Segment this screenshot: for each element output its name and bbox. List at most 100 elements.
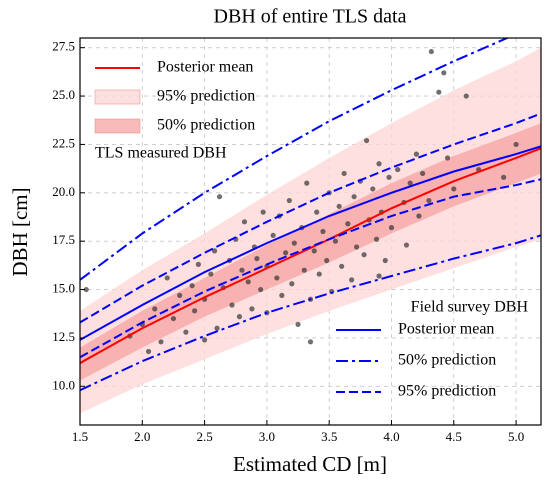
x-tick-label: 5.0 (508, 429, 524, 444)
scatter-point (314, 209, 320, 215)
scatter-point (295, 321, 301, 327)
scatter-point (363, 137, 370, 144)
y-tick-label: 15.0 (52, 281, 75, 296)
scatter-point (274, 275, 280, 281)
scatter-point (451, 186, 457, 192)
scatter-point (289, 281, 295, 287)
scatter-point (254, 255, 260, 262)
scatter-point (304, 180, 310, 186)
scatter-point (376, 161, 382, 167)
scatter-point (245, 279, 251, 285)
scatter-point (286, 197, 292, 204)
scatter-point (260, 209, 266, 215)
scatter-point (183, 329, 189, 335)
scatter-point (382, 257, 388, 264)
scatter-point (373, 236, 380, 242)
scatter-point (413, 151, 420, 157)
x-tick-label: 3.5 (321, 429, 337, 444)
chart-title: DBH of entire TLS data (214, 6, 407, 28)
scatter-point (192, 308, 198, 314)
scatter-point (214, 325, 220, 331)
scatter-point (195, 261, 201, 267)
x-tick-label: 3.0 (259, 429, 275, 444)
scatter-point (336, 203, 342, 209)
legend-title: Field survey DBH (411, 299, 529, 316)
x-axis-label: Estimated CD [m] (233, 452, 387, 476)
scatter-point (208, 271, 214, 277)
scatter-point (388, 225, 395, 231)
legend: Posterior mean 95% prediction 50% predicti… (94, 59, 529, 400)
scatter-point (441, 70, 447, 76)
scatter-point (426, 197, 432, 204)
scatter-point (420, 170, 426, 177)
scatter-point (189, 283, 195, 289)
scatter-point (83, 286, 89, 293)
x-tick-label: 4.5 (446, 429, 462, 444)
series-line (80, 38, 510, 281)
legend-label: 95% prediction (398, 383, 496, 400)
scatter-point (395, 166, 401, 173)
plot-area (80, 38, 541, 414)
x-tick-label: 4.0 (383, 429, 399, 444)
scatter-point (407, 180, 413, 186)
scatter-point (428, 48, 434, 55)
scatter-point (279, 292, 285, 298)
scatter-point (177, 292, 183, 298)
scatter-point (241, 219, 248, 225)
scatter-point (307, 339, 314, 345)
y-axis-label: DBH [cm] (8, 187, 32, 276)
y-tick-label: 17.5 (52, 232, 75, 247)
series-line (80, 178, 541, 359)
scatter-point (463, 93, 469, 99)
series-line (80, 234, 541, 392)
axes: 1.5 2.0 2.5 3.0 3.5 4.0 4.5 5.0 10.0 12.5 15.0 17.5… (52, 37, 542, 444)
scatter-point (341, 170, 347, 177)
scatter-point (339, 263, 345, 269)
scatter-point (201, 337, 208, 343)
scatter-point (324, 257, 330, 264)
scatter-point (282, 250, 289, 256)
scatter-point (436, 89, 442, 95)
scatter-point (345, 221, 351, 227)
scatter-point (403, 242, 410, 248)
series-line (80, 112, 541, 324)
x-tick-label: 1.5 (72, 429, 88, 444)
scatter-point (320, 228, 326, 235)
legend-label: 95% prediction (157, 88, 255, 105)
scatter-point (239, 267, 245, 273)
y-tick-label: 25.0 (52, 87, 75, 102)
scatter-point (513, 141, 519, 148)
legend-label: 50% prediction (398, 352, 496, 369)
y-tick-label: 10.0 (52, 377, 75, 392)
scatter-point (501, 174, 507, 180)
scatter-point (351, 194, 357, 200)
y-tick-label: 27.5 (52, 39, 75, 54)
y-tick-label: 20.0 (52, 184, 75, 199)
x-tick-label: 2.5 (196, 429, 212, 444)
scatter-point (216, 194, 223, 200)
x-tick-label: 2.0 (134, 429, 150, 444)
scatter-point (386, 174, 392, 180)
scatter-point (229, 302, 235, 308)
scatter-point (416, 213, 422, 219)
scatter-point (291, 240, 297, 246)
y-tick-label: 22.5 (52, 135, 75, 150)
legend-label: 50% prediction (157, 117, 255, 134)
scatter-point (152, 306, 158, 312)
scatter-point (301, 267, 307, 273)
scatter-point (361, 252, 367, 258)
plot-frame (79, 37, 542, 426)
prediction-band (80, 123, 541, 381)
scatter-point (158, 339, 164, 345)
scatter-point (249, 306, 255, 312)
legend-label: Posterior mean (398, 321, 494, 338)
scatter-point (316, 271, 322, 277)
scatter-point (164, 275, 170, 281)
legend-swatch (94, 89, 141, 105)
scatter-point (145, 348, 152, 355)
scatter-point (370, 186, 376, 192)
scatter-point (332, 238, 339, 244)
scatter-point (170, 315, 177, 322)
scatter-point (376, 273, 382, 279)
